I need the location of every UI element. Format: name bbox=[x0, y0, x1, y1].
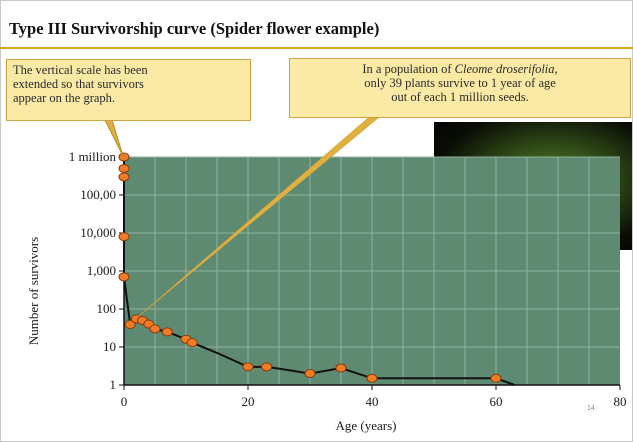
y-tick-label: 1 bbox=[110, 377, 117, 392]
x-tick-label: 20 bbox=[242, 394, 255, 409]
data-point bbox=[304, 369, 316, 379]
species-name: Cleome droserifolia bbox=[454, 62, 555, 76]
x-tick-label: 60 bbox=[490, 394, 503, 409]
data-point bbox=[118, 163, 130, 173]
x-axis-title: Age (years) bbox=[336, 418, 397, 433]
data-point bbox=[161, 327, 173, 337]
data-point bbox=[118, 152, 130, 162]
title-divider bbox=[0, 47, 633, 49]
callout-right-line-1: In a population of Cleome droserifolia, bbox=[296, 62, 624, 76]
y-tick-label: 1 million bbox=[69, 149, 117, 164]
x-tick-label: 0 bbox=[121, 394, 128, 409]
data-point bbox=[261, 362, 273, 372]
data-point bbox=[242, 362, 254, 372]
callout-right-pointer bbox=[138, 117, 379, 317]
y-tick-label: 100 bbox=[97, 301, 117, 316]
x-tick-label: 80 bbox=[614, 394, 627, 409]
data-point bbox=[490, 373, 502, 383]
y-tick-label: 10,000 bbox=[80, 225, 116, 240]
data-point bbox=[335, 363, 347, 373]
data-point bbox=[149, 324, 161, 334]
slide-number: 14 bbox=[587, 405, 595, 412]
data-point bbox=[118, 232, 130, 242]
y-tick-label: 1,000 bbox=[87, 263, 116, 278]
y-tick-label: 10 bbox=[103, 339, 116, 354]
data-point bbox=[118, 272, 130, 282]
slide-title: Type III Survivorship curve (Spider flow… bbox=[9, 19, 380, 38]
y-axis-title: Number of survivors bbox=[26, 237, 41, 345]
x-tick-label: 40 bbox=[366, 394, 379, 409]
callout-left-line-2: extended so that survivors bbox=[13, 77, 144, 91]
data-point bbox=[118, 172, 130, 182]
data-point bbox=[366, 373, 378, 383]
callout-vertical-scale: The vertical scale has been extended so … bbox=[6, 59, 251, 121]
y-tick-label: 100,00 bbox=[80, 187, 116, 202]
callout-right-line-1-pre: In a population of bbox=[362, 62, 455, 76]
callout-left-line-3: appear on the graph. bbox=[13, 91, 116, 105]
callout-right-line-2: only 39 plants survive to 1 year of age bbox=[364, 76, 556, 90]
callout-left-line-1: The vertical scale has been bbox=[13, 63, 148, 77]
callout-right-line-1-post: , bbox=[554, 62, 558, 76]
data-point bbox=[124, 320, 136, 330]
callout-cleome-fact: In a population of Cleome droserifolia, … bbox=[289, 58, 631, 118]
callout-right-line-3: out of each 1 million seeds. bbox=[391, 90, 529, 104]
data-point bbox=[186, 338, 198, 348]
